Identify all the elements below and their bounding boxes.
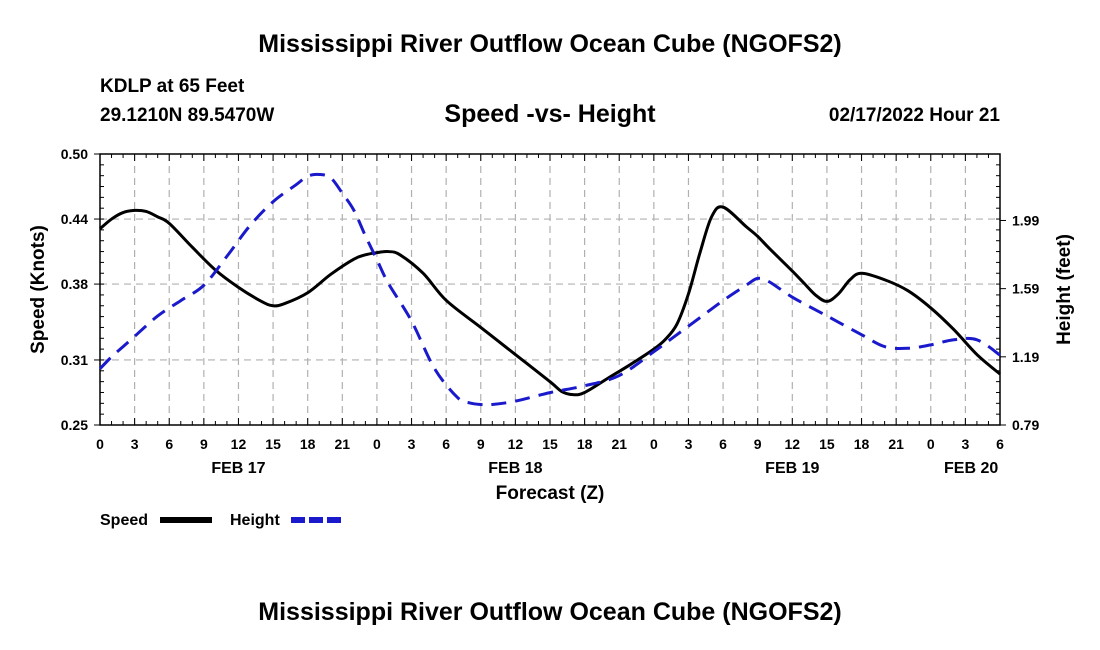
y-left-tick-label: 0.44 <box>61 211 88 227</box>
x-tick-label: 21 <box>611 436 627 452</box>
x-tick-label: 3 <box>685 436 693 452</box>
x-tick-label: 9 <box>200 436 208 452</box>
y-right-tick-label: 1.99 <box>1012 212 1039 228</box>
date-label: FEB 18 <box>488 460 542 477</box>
speed-height-chart: 0 3 6 9 12 15 18 21 0 3 6 9 12 15 18 21 0 3 6 9 12 15 18 21 0 3 6 F… <box>28 146 1075 529</box>
x-tick-label: 12 <box>785 436 801 452</box>
date-label: FEB 19 <box>765 460 819 477</box>
x-tick-label: 9 <box>477 436 485 452</box>
x-tick-label: 12 <box>508 436 524 452</box>
x-tick-label: 3 <box>408 436 416 452</box>
x-tick-label: 9 <box>754 436 762 452</box>
x-tick-label: 6 <box>719 436 727 452</box>
x-tick-label: 18 <box>300 436 316 452</box>
x-tick-label: 15 <box>265 436 281 452</box>
y-right-tick-label: 1.19 <box>1012 349 1039 365</box>
y-right-axis-label: Height (feet) <box>1054 234 1075 345</box>
x-tick-label: 3 <box>961 436 969 452</box>
x-tick-label: 6 <box>996 436 1004 452</box>
y-left-tick-label: 0.38 <box>61 276 88 292</box>
x-tick-label: 18 <box>577 436 593 452</box>
x-tick-label: 3 <box>131 436 139 452</box>
chart-subtitle: Speed -vs- Height <box>444 100 656 128</box>
station-label: KDLP at 65 Feet <box>100 76 245 97</box>
x-tick-label: 6 <box>442 436 450 452</box>
x-tick-label: 12 <box>231 436 247 452</box>
x-tick-label: 15 <box>542 436 558 452</box>
x-axis-label: Forecast (Z) <box>496 483 605 504</box>
x-tick-label: 18 <box>854 436 870 452</box>
x-tick-label: 0 <box>373 436 381 452</box>
x-tick-label: 21 <box>335 436 351 452</box>
x-tick-label: 0 <box>96 436 104 452</box>
coordinates-label: 29.1210N 89.5470W <box>100 105 275 126</box>
y-right-tick-label: 0.79 <box>1012 417 1039 433</box>
date-label: FEB 17 <box>211 460 265 477</box>
x-tick-label: 0 <box>927 436 935 452</box>
y-left-axis-label: Speed (Knots) <box>28 225 49 354</box>
legend-label-height: Height <box>230 512 280 529</box>
speed-series-line <box>99 205 1001 397</box>
y-left-tick-label: 0.50 <box>61 146 88 162</box>
x-tick-label: 15 <box>819 436 835 452</box>
forecast-timestamp: 02/17/2022 Hour 21 <box>828 105 1000 126</box>
x-tick-label: 6 <box>165 436 173 452</box>
legend-label-speed: Speed <box>100 512 148 529</box>
footer-title: Mississippi River Outflow Ocean Cube (NG… <box>258 598 842 626</box>
height-series-line <box>98 172 1001 407</box>
y-left-tick-label: 0.31 <box>61 352 88 368</box>
x-tick-label: 0 <box>650 436 658 452</box>
main-title: Mississippi River Outflow Ocean Cube (NG… <box>258 30 842 58</box>
y-right-tick-label: 1.59 <box>1012 281 1039 297</box>
y-left-tick-label: 0.25 <box>61 417 88 433</box>
x-tick-label: 21 <box>888 436 904 452</box>
date-label: FEB 20 <box>944 460 998 477</box>
